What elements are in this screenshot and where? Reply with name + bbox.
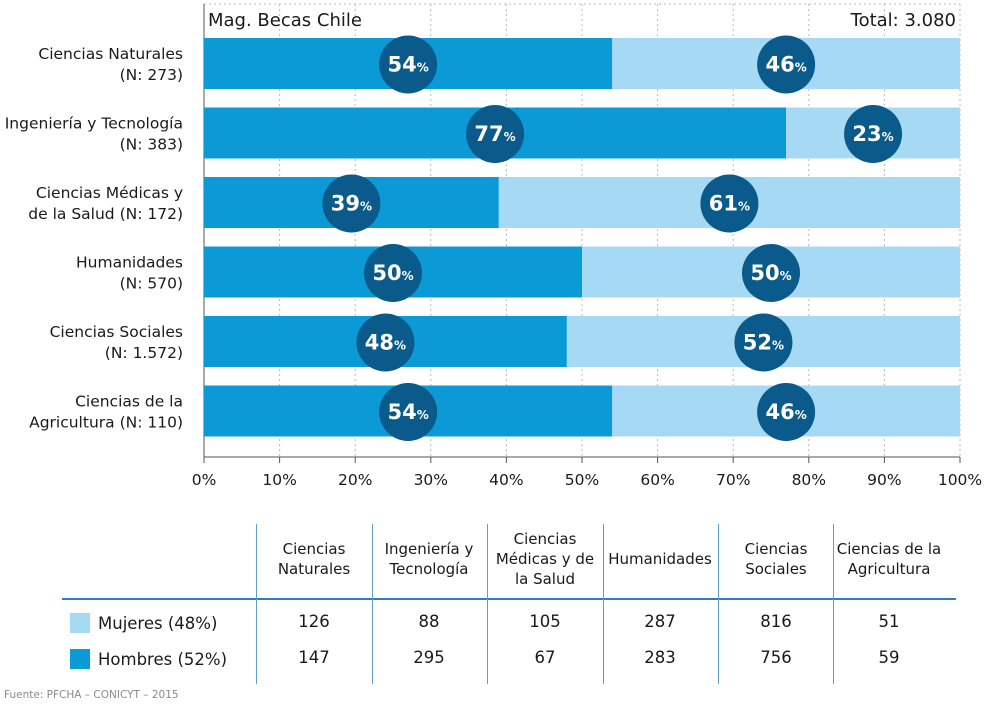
table-column-header: Ciencias Sociales <box>720 539 832 579</box>
table-cell: 105 <box>529 612 561 631</box>
hombres-data-label: 54% <box>387 400 428 424</box>
category-label: (N: 273) <box>120 66 183 84</box>
mujeres-badge <box>742 244 800 302</box>
legend-swatch <box>70 613 90 633</box>
table-cell: 59 <box>878 648 900 667</box>
col-separator <box>833 524 834 684</box>
table-column-header-line: Médicas y de <box>495 550 595 568</box>
category-label: de la Salud (N: 172) <box>28 205 183 223</box>
legend-label: Mujeres (48%) <box>98 613 218 633</box>
table-column-header-line: Ciencias de la <box>836 540 942 558</box>
mujeres-badge <box>757 35 816 94</box>
table-cell: 147 <box>298 648 330 667</box>
x-tick-label: 70% <box>716 471 750 489</box>
table-column-header-line: Ciencias <box>513 530 577 548</box>
table-cell: 88 <box>418 612 440 631</box>
col-separator <box>718 524 719 684</box>
table-cell: 51 <box>878 612 900 631</box>
table-column-header: Ciencias Naturales <box>258 539 370 579</box>
source-note: Fuente: PFCHA – CONICYT – 2015 <box>4 689 179 701</box>
table-column-header-line: Sociales <box>745 560 807 578</box>
hombres-badge <box>466 105 525 163</box>
table-column-header-line: Ingeniería y <box>384 540 474 558</box>
category-label: (N: 1.572) <box>105 344 183 362</box>
mujeres-badge <box>700 174 759 233</box>
mujeres-data-label: 46% <box>765 53 806 77</box>
category-label: (N: 383) <box>120 136 183 154</box>
total-label: Total: 3.080 <box>850 10 956 31</box>
col-separator <box>256 524 257 684</box>
col-separator <box>372 524 373 684</box>
category-label: Ingeniería y Tecnología <box>5 115 183 133</box>
table-column-header: Ciencias de la Agricultura <box>833 539 945 579</box>
table-column-header-line: Naturales <box>277 560 351 578</box>
hombres-data-label: 50% <box>372 261 413 285</box>
hombres-data-label: 54% <box>387 53 428 77</box>
hombres-badge <box>322 174 381 233</box>
hombres-badge <box>379 383 438 441</box>
category-label: (N: 570) <box>120 275 183 293</box>
x-tick-label: 100% <box>938 471 982 489</box>
category-label: Humanidades <box>76 254 183 272</box>
table-cell: 67 <box>534 648 556 667</box>
category-label: Ciencias Sociales <box>50 323 183 341</box>
table-column-header-line: Ciencias <box>282 540 346 558</box>
mujeres-badge <box>734 313 793 372</box>
x-tick-label: 10% <box>262 471 296 489</box>
table-column-header-line: la Salud <box>514 570 576 588</box>
table-cell: 295 <box>413 648 445 667</box>
category-label: Agricultura (N: 110) <box>29 414 183 432</box>
x-tick-label: 0% <box>192 471 217 489</box>
legend-swatch <box>70 649 90 669</box>
hombres-data-label: 48% <box>365 331 406 355</box>
mujeres-badge <box>844 105 903 163</box>
category-label: Ciencias Naturales <box>38 45 183 63</box>
x-tick-label: 40% <box>489 471 523 489</box>
hombres-badge <box>379 35 438 94</box>
x-tick-label: 50% <box>565 471 599 489</box>
hombres-data-label: 39% <box>331 192 372 216</box>
x-tick-label: 20% <box>338 471 372 489</box>
col-separator <box>603 524 604 684</box>
legend-label: Hombres (52%) <box>98 649 228 669</box>
table-cell: 283 <box>644 648 676 667</box>
col-separator <box>487 524 488 684</box>
table-row-label: Mujeres (48%) <box>70 612 217 634</box>
table-column-header: Ingeniería y Tecnología <box>373 539 485 579</box>
table-row-label: Hombres (52%) <box>70 648 227 670</box>
category-label: Ciencias Médicas y <box>36 184 183 202</box>
mujeres-data-label: 23% <box>852 122 893 146</box>
category-label: Ciencias de la <box>75 393 183 411</box>
table-column-header-line: Agricultura <box>847 560 931 578</box>
table-cell: 756 <box>760 648 792 667</box>
mujeres-badge <box>757 383 816 441</box>
table-column-header: Humanidades <box>604 549 716 569</box>
x-tick-label: 60% <box>640 471 674 489</box>
table-column-header: Ciencias Médicas y de la Salud <box>489 529 601 589</box>
table-column-header-line: Ciencias <box>744 540 808 558</box>
mujeres-data-label: 46% <box>765 400 806 424</box>
table-column-header-line: Humanidades <box>608 550 712 568</box>
table-cell: 126 <box>298 612 330 631</box>
table-cell: 287 <box>644 612 676 631</box>
x-tick-label: 90% <box>867 471 901 489</box>
table-cell: 816 <box>760 612 792 631</box>
hombres-badge <box>364 244 422 302</box>
mujeres-data-label: 50% <box>750 261 791 285</box>
hombres-data-label: 77% <box>474 122 515 146</box>
stacked-bar-chart: 0% 10% 20% 30% 40% 50% 60% 70% 80% 90% 100% Mag. Be… <box>5 3 982 489</box>
table-header-rule <box>62 598 956 600</box>
mujeres-data-label: 52% <box>743 331 784 355</box>
mujeres-data-label: 61% <box>709 192 750 216</box>
x-tick-label: 80% <box>792 471 826 489</box>
table-column-header-line: Tecnología <box>389 560 469 578</box>
x-tick-label: 30% <box>414 471 448 489</box>
hombres-badge <box>356 313 415 372</box>
chart-title: Mag. Becas Chile <box>208 10 362 31</box>
